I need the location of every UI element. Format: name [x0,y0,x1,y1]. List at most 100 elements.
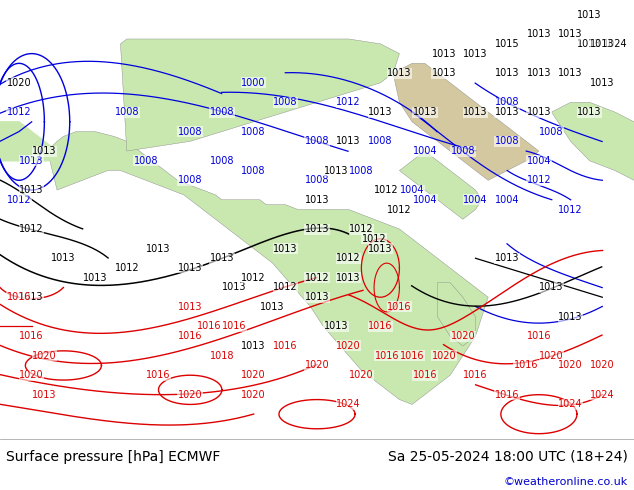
Text: 1013: 1013 [413,107,437,117]
Text: 1020: 1020 [540,351,564,361]
Text: 1004: 1004 [495,195,519,205]
Text: 1020: 1020 [178,390,202,400]
Text: 1013: 1013 [578,39,602,49]
Text: 1004: 1004 [527,156,551,166]
Text: 1013: 1013 [273,244,297,253]
Text: 1020: 1020 [32,351,56,361]
Text: 1016: 1016 [197,321,221,331]
Text: 1013: 1013 [178,263,202,273]
Text: 1004: 1004 [413,195,437,205]
Text: 1012: 1012 [349,224,373,234]
Text: Sa 25-05-2024 18:00 UTC (18+24): Sa 25-05-2024 18:00 UTC (18+24) [388,449,628,464]
Text: 1024: 1024 [337,399,361,410]
Text: 1020: 1020 [590,361,614,370]
Text: 1008: 1008 [368,136,392,147]
Text: 1013: 1013 [178,302,202,312]
Text: 1012: 1012 [273,283,297,293]
Text: 1018: 1018 [210,351,234,361]
Text: 1013: 1013 [305,292,329,302]
Text: 1016: 1016 [387,302,411,312]
Text: 1016: 1016 [273,341,297,351]
Text: 1020: 1020 [432,351,456,361]
Text: 1013: 1013 [368,107,392,117]
Text: 1008: 1008 [210,156,234,166]
Text: 1012: 1012 [527,175,551,185]
Text: 1013: 1013 [20,292,44,302]
Text: 1008: 1008 [495,136,519,147]
Text: 1008: 1008 [540,126,564,137]
Text: 1004: 1004 [413,146,437,156]
Text: 1008: 1008 [242,166,266,175]
Text: 1000: 1000 [242,78,266,88]
Text: 1016: 1016 [20,331,44,341]
Polygon shape [120,39,399,151]
Text: 1024: 1024 [559,399,583,410]
Text: 1004: 1004 [463,195,488,205]
Text: Surface pressure [hPa] ECMWF: Surface pressure [hPa] ECMWF [6,449,221,464]
Polygon shape [393,63,539,180]
Text: 1013: 1013 [337,273,361,283]
Text: 1024: 1024 [590,390,614,400]
Text: 1012: 1012 [7,195,31,205]
Text: 1013: 1013 [559,68,583,78]
Text: 1013: 1013 [463,107,488,117]
Text: 1016: 1016 [7,292,31,302]
Text: 1008: 1008 [349,166,373,175]
Text: 1013: 1013 [20,156,44,166]
Text: 1013: 1013 [387,68,411,78]
Text: 1013: 1013 [559,29,583,39]
Polygon shape [48,132,488,404]
Text: 1008: 1008 [305,175,329,185]
Text: 1008: 1008 [178,126,202,137]
Text: 1012: 1012 [7,107,31,117]
Polygon shape [437,283,476,346]
Text: 1012: 1012 [387,204,411,215]
Text: 1024: 1024 [603,39,627,49]
Text: 1020: 1020 [20,370,44,380]
Polygon shape [0,122,70,161]
Text: 1008: 1008 [210,107,234,117]
Text: 1013: 1013 [495,253,519,263]
Text: 1013: 1013 [590,78,614,88]
Text: 1016: 1016 [146,370,171,380]
Text: 1013: 1013 [324,321,348,331]
Text: 1013: 1013 [495,107,519,117]
Text: 1013: 1013 [20,185,44,195]
Text: 1008: 1008 [115,107,139,117]
Text: 1013: 1013 [305,224,329,234]
Text: 1008: 1008 [451,146,475,156]
Text: 1012: 1012 [20,224,44,234]
Text: 1013: 1013 [559,312,583,322]
Text: ©weatheronline.co.uk: ©weatheronline.co.uk [503,477,628,487]
Text: 1008: 1008 [178,175,202,185]
Text: 1020: 1020 [349,370,373,380]
Text: 1013: 1013 [540,283,564,293]
Text: 1012: 1012 [115,263,139,273]
Text: 1008: 1008 [134,156,158,166]
Text: 1013: 1013 [32,146,56,156]
Text: 1013: 1013 [32,390,56,400]
Text: 1012: 1012 [362,234,386,244]
Polygon shape [552,102,634,180]
Text: 1016: 1016 [400,351,424,361]
Text: 1013: 1013 [223,283,247,293]
Text: 1013: 1013 [527,68,551,78]
Text: 1008: 1008 [495,98,519,107]
Text: 1012: 1012 [559,204,583,215]
Text: 1008: 1008 [305,136,329,147]
Text: 1020: 1020 [242,390,266,400]
Text: 1013: 1013 [210,253,234,263]
Text: 1016: 1016 [527,331,551,341]
Text: 1020: 1020 [7,78,31,88]
Text: 1013: 1013 [432,49,456,59]
Text: 1015: 1015 [495,39,519,49]
Text: 1004: 1004 [400,185,424,195]
Text: 1013: 1013 [305,195,329,205]
Text: 1016: 1016 [463,370,488,380]
Text: 1013: 1013 [527,29,551,39]
Text: 1013: 1013 [368,244,392,253]
Polygon shape [399,151,482,220]
Text: 1012: 1012 [242,273,266,283]
Text: 1016: 1016 [223,321,247,331]
Text: 1016: 1016 [413,370,437,380]
